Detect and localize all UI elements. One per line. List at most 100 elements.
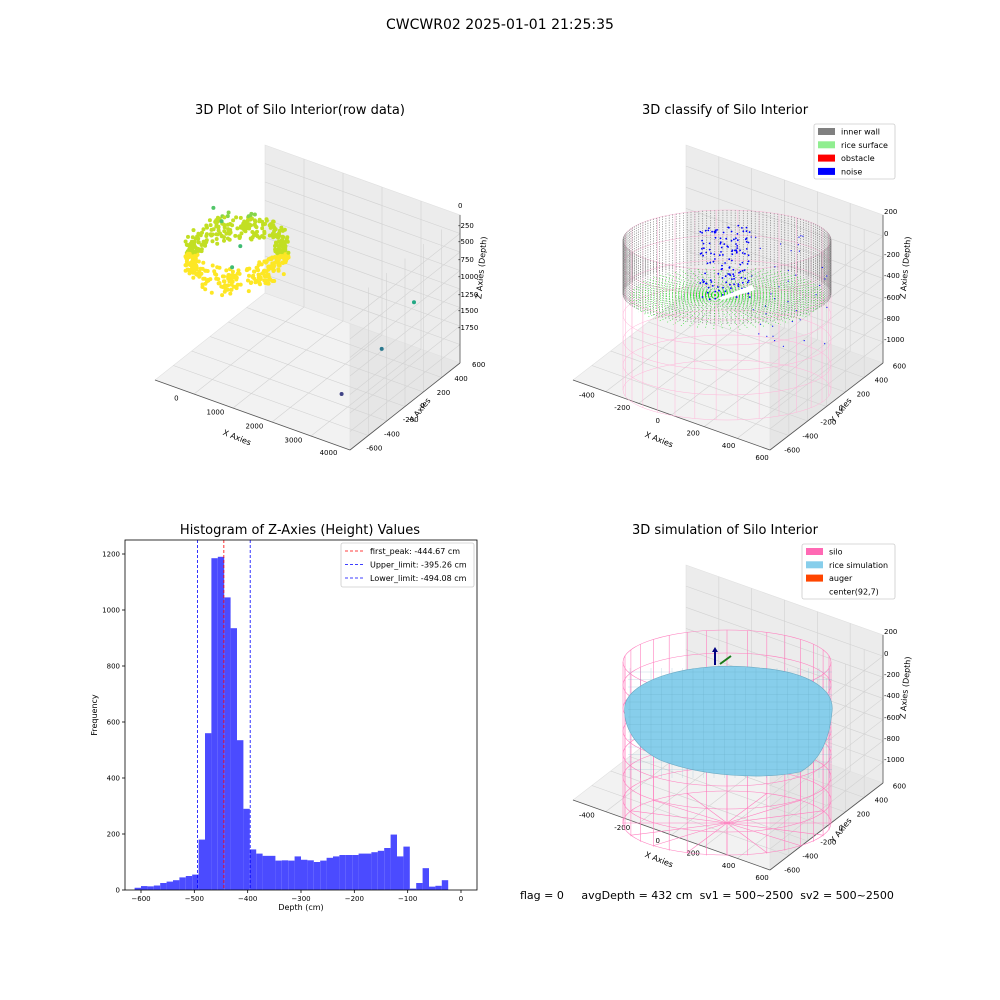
panel2-noise-point — [708, 298, 711, 301]
panel2-noise-point — [713, 230, 716, 233]
panel1-cloud-point — [223, 283, 227, 288]
panel1-cloud-point — [273, 247, 278, 252]
panel2-noise-point — [721, 277, 724, 279]
panel1-y-tick-label: -200 — [403, 416, 419, 424]
panel1-cloud-point — [259, 262, 264, 267]
panel4-x-axis-line — [572, 799, 771, 871]
panel2-noise-point — [714, 297, 717, 300]
panel1-cloud-point — [214, 276, 219, 281]
panel1-cloud-point — [237, 234, 242, 239]
panel1-cloud-point — [210, 263, 215, 268]
panel1-cloud-point — [190, 259, 195, 264]
panel4-y-tick-label: -600 — [784, 866, 800, 874]
panel2-noise-point — [704, 229, 707, 232]
panel2-noise-point — [735, 251, 738, 253]
panel2-grid — [685, 250, 884, 321]
histogram-bar — [249, 849, 257, 890]
panel1-cloud-point — [230, 269, 235, 274]
panel2-surface-point — [704, 266, 716, 296]
panel1-cloud-point — [226, 227, 231, 232]
panel2-surface-point — [714, 294, 795, 322]
panel1-cloud-point — [200, 230, 204, 235]
panel2-noise-point — [731, 250, 733, 253]
histogram-bar — [211, 558, 218, 890]
panel2-x-tick-label: 400 — [722, 442, 735, 450]
panel2-grid — [685, 229, 884, 300]
panel4-z-tick-label: -600 — [884, 714, 900, 722]
panel2-noise-point — [791, 320, 793, 323]
panel4-x-tick-label: 600 — [755, 874, 768, 882]
panel1-cloud-point — [257, 219, 262, 224]
panel1-cloud-point — [244, 222, 249, 227]
panel1-cloud-point — [201, 227, 206, 232]
panel4-y-tick-label: 600 — [893, 783, 906, 791]
panel2-noise-point — [701, 279, 704, 281]
panel1-z-axis-label: Z Axies (Depth) — [474, 236, 488, 299]
panel2-grid — [648, 321, 846, 393]
panel1-cloud-point — [229, 282, 234, 287]
panel2-surface-point — [714, 294, 819, 310]
panel1-cloud-point — [220, 293, 225, 298]
panel1-y-tick-label: 200 — [437, 389, 450, 397]
panel2-noise-point — [739, 263, 742, 266]
panel1-x-tick-label: 3000 — [284, 436, 302, 444]
histogram-bar — [365, 853, 372, 890]
histogram-bar — [243, 808, 250, 890]
panel1-outlier-point — [379, 346, 384, 351]
panel2-noise-point — [723, 243, 726, 246]
panel1-cloud-point — [260, 226, 265, 231]
panel1-cloud-point — [201, 239, 206, 244]
panel1-grid — [349, 288, 461, 377]
panel2-grid — [769, 235, 884, 324]
histogram-legend-label: Upper_limit: -395.26 cm — [370, 561, 467, 570]
panel2-noise-point — [747, 260, 750, 263]
panel2-noise-point — [751, 275, 753, 277]
panel1-cloud-point — [190, 254, 195, 259]
panel2-surface-point — [653, 294, 716, 320]
panel2-noise-point — [731, 259, 733, 262]
panel2-surface-point — [714, 294, 766, 328]
status-sv2: sv2 = 500~2500 — [800, 889, 894, 902]
panel1-y-tick-label: -600 — [366, 445, 382, 453]
histogram-bar — [333, 856, 340, 890]
panel1-y-tick-label: 0 — [420, 402, 424, 410]
panel2-noise-point — [766, 335, 768, 337]
panel1-cloud-point — [249, 211, 254, 216]
panel2-noise-point — [772, 325, 774, 327]
panel2-y-tick-label: -600 — [784, 446, 800, 454]
panel4-x-tick-label: -400 — [579, 812, 595, 820]
panel1-cloud-point — [204, 223, 209, 228]
panel1-cloud-point — [186, 255, 191, 260]
panel2-surface-point — [672, 294, 716, 325]
panel1-cloud-point — [238, 282, 243, 287]
panel2-noise-point — [736, 245, 739, 247]
histogram-bar — [237, 740, 244, 890]
panel2-noise-point — [735, 296, 738, 298]
histogram-legend: first_peak: -444.67 cm Upper_limit: -395.… — [340, 542, 475, 588]
panel2-surface-point — [665, 294, 716, 324]
panel2-noise-point — [705, 251, 708, 254]
panel1-y-tick-label: 400 — [454, 375, 467, 383]
panel1-cloud-point — [200, 266, 205, 271]
histogram-bar — [422, 868, 429, 890]
panel1-cloud-point — [196, 236, 201, 241]
panel1-cloud-point — [235, 271, 240, 276]
histogram-bar — [313, 862, 321, 890]
panel2-noise-point — [714, 236, 717, 239]
panel2-noise-point — [705, 282, 708, 285]
panel4-legend-swatch — [806, 548, 823, 555]
panel2-noise-point — [821, 266, 823, 269]
panel1-cloud-point — [213, 271, 217, 276]
histogram-bar — [301, 859, 308, 890]
panel4-z-axis-label: Z Axies (Depth) — [898, 656, 912, 719]
panel2-surface-point — [688, 268, 716, 296]
panel2-surface-point — [647, 278, 716, 296]
panel1-grid — [349, 344, 461, 432]
panel1-cloud-point — [261, 222, 265, 227]
histogram-bar — [185, 876, 193, 890]
panel4-z-tick-label: 0 — [884, 650, 888, 658]
panel2-noise-point — [745, 248, 748, 250]
panel2-noise-point — [701, 247, 703, 250]
panel1-cloud-point — [255, 266, 260, 270]
panel2-noise-point — [731, 278, 733, 280]
